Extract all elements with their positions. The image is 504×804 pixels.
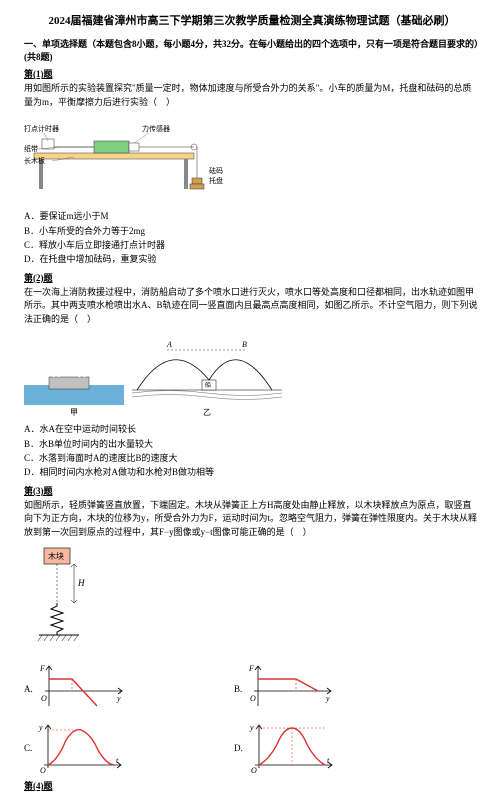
section-heading: 一、单项选择题（本题包含8小题，每小题4分，共32分。在每小题给出的四个选项中，… [24, 38, 480, 63]
q2-optB: B．水B单位时间内的出水量较大 [24, 437, 480, 451]
q3-graphs: A. F y O B. F y O C. [24, 661, 404, 775]
svg-text:O: O [40, 766, 46, 775]
q3-optB: B. [234, 684, 242, 694]
svg-text:y: y [116, 694, 121, 703]
q2-figure: 甲 船 A B 乙 [24, 330, 480, 418]
q1-options: A．要保证m远小于M B．小车所受的合外力等于2mg C．释放小车后立即接通打点… [24, 209, 480, 267]
svg-text:y: y [325, 694, 330, 703]
q2-optA: A．水A在空中运动时间较长 [24, 422, 480, 436]
q1-label: 第(1)题 [24, 67, 480, 80]
q2-ship-label: 船 [205, 381, 211, 389]
q1-text: 用如图所示的实验装置探究"质量一定时，物体加速度与所受合外力的关系"。小车的质量… [24, 82, 480, 109]
q1-rail-label: 长木板 [24, 156, 45, 165]
q2-options: A．水A在空中运动时间较长 B．水B单位时间内的出水量较大 C．水落到海面时A的… [24, 422, 480, 480]
q2-optC: C．水落到海面时A的速度比B的速度大 [24, 451, 480, 465]
q1-timer-label: 打点计时器 [24, 124, 59, 133]
q3-H-label: H [77, 578, 85, 588]
q2-caption-right: 乙 [132, 407, 282, 418]
q1-optB: B．小车所受的合外力等于2mg [24, 224, 480, 238]
q3-block-label: 木块 [48, 551, 64, 561]
q1-optA: A．要保证m远小于M [24, 209, 480, 223]
q3-optD: D. [234, 743, 243, 753]
q1-tape-label: 纸带 [24, 144, 38, 153]
q3-optA: A. [24, 684, 33, 694]
svg-text:F: F [248, 664, 254, 673]
q1-optC: C．释放小车后立即接通打点计时器 [24, 238, 480, 252]
q1-figure: 打点计时器 纸带 长木板 力传感器 砝码 托盘 [24, 113, 480, 205]
svg-text:O: O [251, 766, 257, 775]
q3-figure: 木块 H [24, 543, 480, 655]
svg-text:y: y [38, 723, 43, 732]
q2-B-label: B [242, 340, 247, 349]
q1-weight-label: 砝码 [209, 166, 223, 175]
page-title: 2024届福建省漳州市高三下学期第三次教学质量检测全真演练物理试题（基础必刷） [24, 12, 480, 28]
q2-caption-left: 甲 [24, 407, 124, 418]
svg-text:O: O [250, 694, 256, 703]
q3-text: 如图所示，轻质弹簧竖直放置，下端固定。木块从弹簧正上方H高度处由静止释放，以木块… [24, 499, 480, 540]
q4-label: 第(4)题 [24, 779, 480, 792]
q2-label: 第(2)题 [24, 271, 480, 284]
q2-text: 在一次海上消防救援过程中，消防船启动了多个喷水口进行灭火，喷水口等处高度和口径都… [24, 286, 480, 327]
svg-text:y: y [249, 723, 254, 732]
q1-sensor-label: 力传感器 [142, 124, 170, 133]
q1-pan-label: 托盘 [209, 176, 223, 185]
svg-text:F: F [39, 664, 45, 673]
q1-optD: D．在托盘中增加砝码，重复实验 [24, 252, 480, 266]
q3-optC: C. [24, 743, 32, 753]
svg-text:O: O [41, 694, 47, 703]
q2-optD: D．相同时间内水枪对A做功和水枪对B做功相等 [24, 465, 480, 479]
q2-A-label: A [166, 340, 172, 349]
q3-label: 第(3)题 [24, 484, 480, 497]
